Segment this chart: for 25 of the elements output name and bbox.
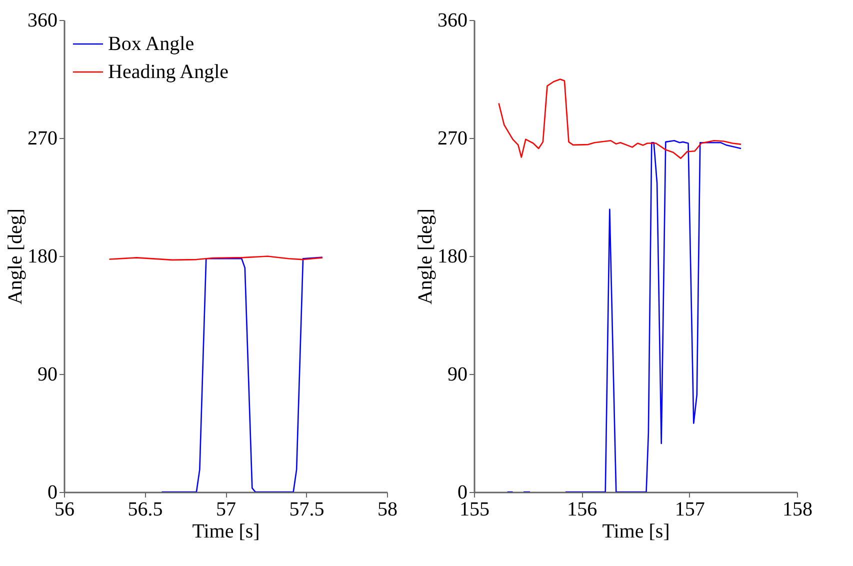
- y-tick-label: 180: [28, 246, 58, 268]
- y-tick-label: 90: [38, 364, 58, 386]
- x-axis-title: Time [s]: [192, 520, 260, 542]
- y-axis-title: Angle [deg]: [414, 208, 436, 305]
- legend-label: Heading Angle: [108, 61, 229, 83]
- y-tick-label: 360: [438, 10, 468, 32]
- x-tick-label: 58: [378, 498, 398, 520]
- legend-label: Box Angle: [108, 33, 194, 55]
- y-tick-label: 180: [438, 246, 468, 268]
- y-tick-label: 270: [28, 128, 58, 150]
- x-tick-label: 156: [567, 498, 598, 520]
- y-tick-label: 90: [448, 364, 468, 386]
- x-tick-label: 56.5: [128, 498, 163, 520]
- x-tick-label: 57: [216, 498, 236, 520]
- x-tick-label: 56: [54, 498, 74, 520]
- x-tick-label: 158: [782, 498, 812, 520]
- x-axis-title: Time [s]: [602, 520, 670, 542]
- y-axis-title: Angle [deg]: [4, 208, 26, 305]
- line-series: [498, 78, 742, 159]
- y-tick-label: 0: [48, 482, 58, 504]
- line-series: [161, 256, 324, 492]
- x-tick-label: 157: [674, 498, 705, 520]
- x-tick-label: 57.5: [289, 498, 324, 520]
- y-tick-label: 270: [438, 128, 468, 150]
- y-tick-label: 360: [28, 10, 58, 32]
